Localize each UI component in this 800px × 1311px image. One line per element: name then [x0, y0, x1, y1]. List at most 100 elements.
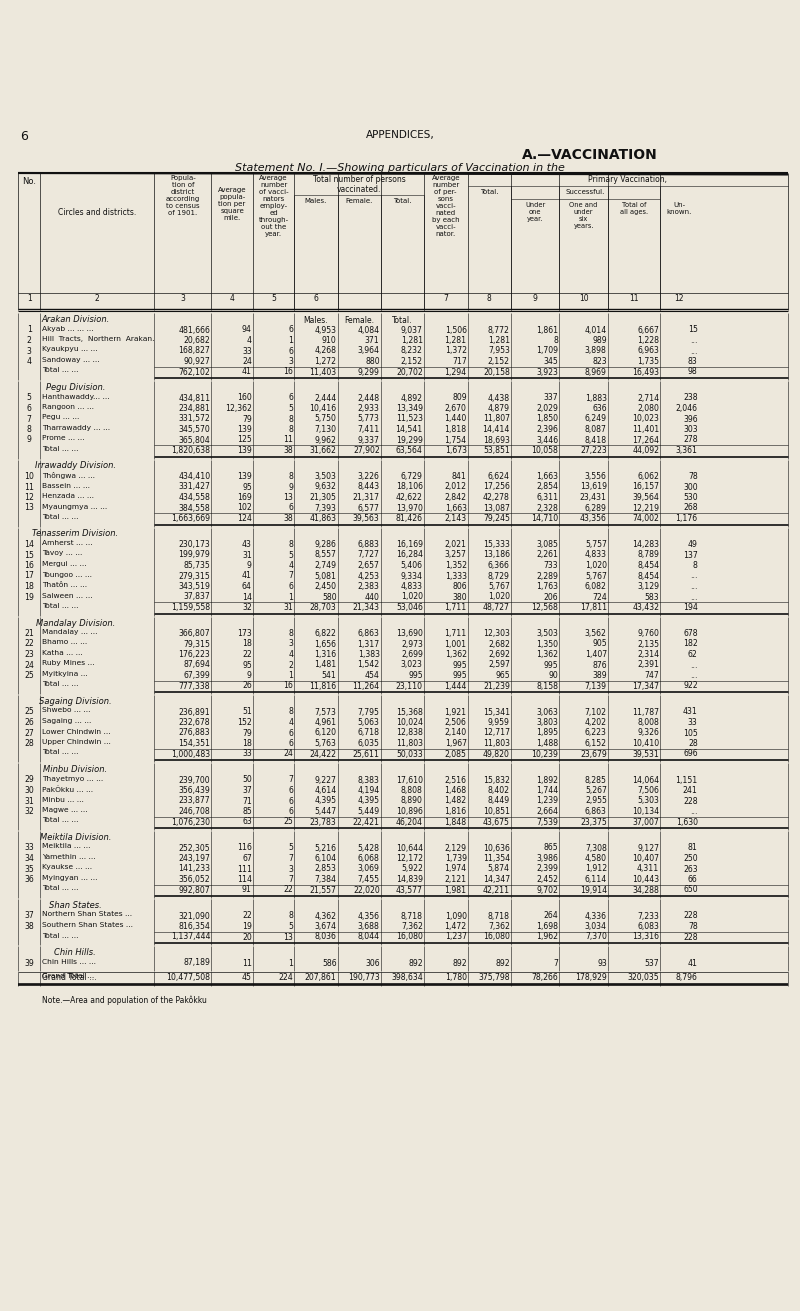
Text: 190,773: 190,773	[348, 973, 380, 982]
Text: 137: 137	[683, 551, 698, 560]
Text: 8,008: 8,008	[638, 718, 659, 728]
Text: 3,964: 3,964	[358, 346, 380, 355]
Text: 356,439: 356,439	[178, 787, 210, 794]
Text: 1,974: 1,974	[445, 864, 466, 873]
Text: 365,804: 365,804	[178, 435, 210, 444]
Text: 93: 93	[597, 958, 607, 968]
Text: 50: 50	[242, 776, 252, 784]
Text: Ruby Mines ...: Ruby Mines ...	[42, 661, 95, 666]
Text: 3,446: 3,446	[536, 435, 558, 444]
Text: 440: 440	[365, 593, 380, 602]
Text: 20,702: 20,702	[396, 367, 422, 376]
Text: 124: 124	[237, 514, 252, 523]
Text: 8: 8	[554, 336, 558, 345]
Text: 2,129: 2,129	[445, 843, 466, 852]
Text: 6: 6	[20, 130, 28, 143]
Text: 14,283: 14,283	[632, 540, 659, 549]
Text: 6,035: 6,035	[358, 739, 380, 749]
Text: Un-
known.: Un- known.	[666, 202, 692, 215]
Text: 7,455: 7,455	[358, 874, 380, 884]
Text: 1: 1	[289, 593, 294, 602]
Text: 25: 25	[24, 671, 34, 680]
Text: Akyab ... ... ...: Akyab ... ... ...	[42, 325, 94, 332]
Text: 23,110: 23,110	[396, 682, 422, 691]
Text: 14: 14	[24, 540, 34, 549]
Text: 6,083: 6,083	[638, 922, 659, 931]
Text: 5,750: 5,750	[314, 414, 337, 423]
Text: 43,356: 43,356	[580, 514, 607, 523]
Text: 6: 6	[26, 404, 32, 413]
Text: 32: 32	[24, 808, 34, 815]
Text: 3,023: 3,023	[401, 661, 422, 670]
Text: 11,807: 11,807	[482, 414, 510, 423]
Text: 31,662: 31,662	[310, 446, 337, 455]
Text: Mandalay Division.: Mandalay Division.	[36, 619, 115, 628]
Text: 11: 11	[283, 435, 294, 444]
Text: 1,709: 1,709	[536, 346, 558, 355]
Text: 2,973: 2,973	[401, 640, 422, 649]
Text: 4,833: 4,833	[585, 551, 607, 560]
Text: 5,449: 5,449	[358, 808, 380, 815]
Text: 36: 36	[24, 874, 34, 884]
Text: 9: 9	[247, 671, 252, 680]
Text: 31: 31	[283, 603, 294, 612]
Text: 650: 650	[683, 885, 698, 894]
Text: 995: 995	[452, 661, 466, 670]
Text: 15,341: 15,341	[482, 708, 510, 717]
Text: Total.: Total.	[393, 198, 411, 205]
Text: 160: 160	[237, 393, 252, 402]
Text: 337: 337	[544, 393, 558, 402]
Text: Henzada ... ...: Henzada ... ...	[42, 493, 94, 499]
Text: 12,717: 12,717	[482, 729, 510, 738]
Text: 1,663: 1,663	[536, 472, 558, 481]
Text: Average
number
of per-
sons
vacci-
nated
by each
vacci-
nator.: Average number of per- sons vacci- nated…	[431, 174, 460, 237]
Text: 905: 905	[592, 640, 607, 649]
Text: 9,286: 9,286	[314, 540, 337, 549]
Text: 530: 530	[683, 493, 698, 502]
Text: Southern Shan States ...: Southern Shan States ...	[42, 922, 134, 928]
Text: 12,303: 12,303	[483, 629, 510, 638]
Text: ...: ...	[690, 336, 698, 345]
Text: 1,895: 1,895	[536, 729, 558, 738]
Text: 41: 41	[242, 572, 252, 581]
Text: 11,523: 11,523	[396, 414, 422, 423]
Text: 49,820: 49,820	[483, 750, 510, 759]
Text: 733: 733	[544, 561, 558, 570]
Text: 6: 6	[289, 503, 294, 513]
Text: 3,803: 3,803	[537, 718, 558, 728]
Text: 6: 6	[289, 787, 294, 794]
Text: 345: 345	[543, 357, 558, 366]
Text: 989: 989	[592, 336, 607, 345]
Text: 10,477,508: 10,477,508	[166, 973, 210, 982]
Text: 7,308: 7,308	[585, 843, 607, 852]
Text: ...: ...	[690, 572, 698, 581]
Text: 5,763: 5,763	[314, 739, 337, 749]
Text: 25: 25	[284, 818, 294, 826]
Text: 2,012: 2,012	[445, 482, 466, 492]
Text: 3,226: 3,226	[358, 472, 380, 481]
Text: Total ... ...: Total ... ...	[42, 682, 79, 687]
Text: Total ... ...: Total ... ...	[42, 446, 79, 452]
Text: 7: 7	[289, 874, 294, 884]
Text: 7,795: 7,795	[358, 708, 380, 717]
Text: 6: 6	[289, 739, 294, 749]
Text: 224: 224	[278, 973, 294, 982]
Text: Tharrawaddy ... ...: Tharrawaddy ... ...	[42, 425, 110, 431]
Text: 21,239: 21,239	[483, 682, 510, 691]
Text: 39: 39	[24, 958, 34, 968]
Text: 1,137,444: 1,137,444	[170, 932, 210, 941]
Text: 31: 31	[242, 551, 252, 560]
Text: 4,202: 4,202	[585, 718, 607, 728]
Text: 8,158: 8,158	[536, 682, 558, 691]
Text: 8,418: 8,418	[585, 435, 607, 444]
Text: 17: 17	[24, 572, 34, 581]
Text: 371: 371	[365, 336, 380, 345]
Text: 13,087: 13,087	[483, 503, 510, 513]
Text: 1,542: 1,542	[358, 661, 380, 670]
Text: 1,176: 1,176	[675, 514, 698, 523]
Text: 2,021: 2,021	[445, 540, 466, 549]
Text: 264: 264	[543, 911, 558, 920]
Text: 38: 38	[284, 514, 294, 523]
Text: Under
one
year.: Under one year.	[525, 202, 545, 222]
Text: Average
number
of vacci-
nators
employ-
ed
through-
out the
year.: Average number of vacci- nators employ- …	[258, 174, 289, 237]
